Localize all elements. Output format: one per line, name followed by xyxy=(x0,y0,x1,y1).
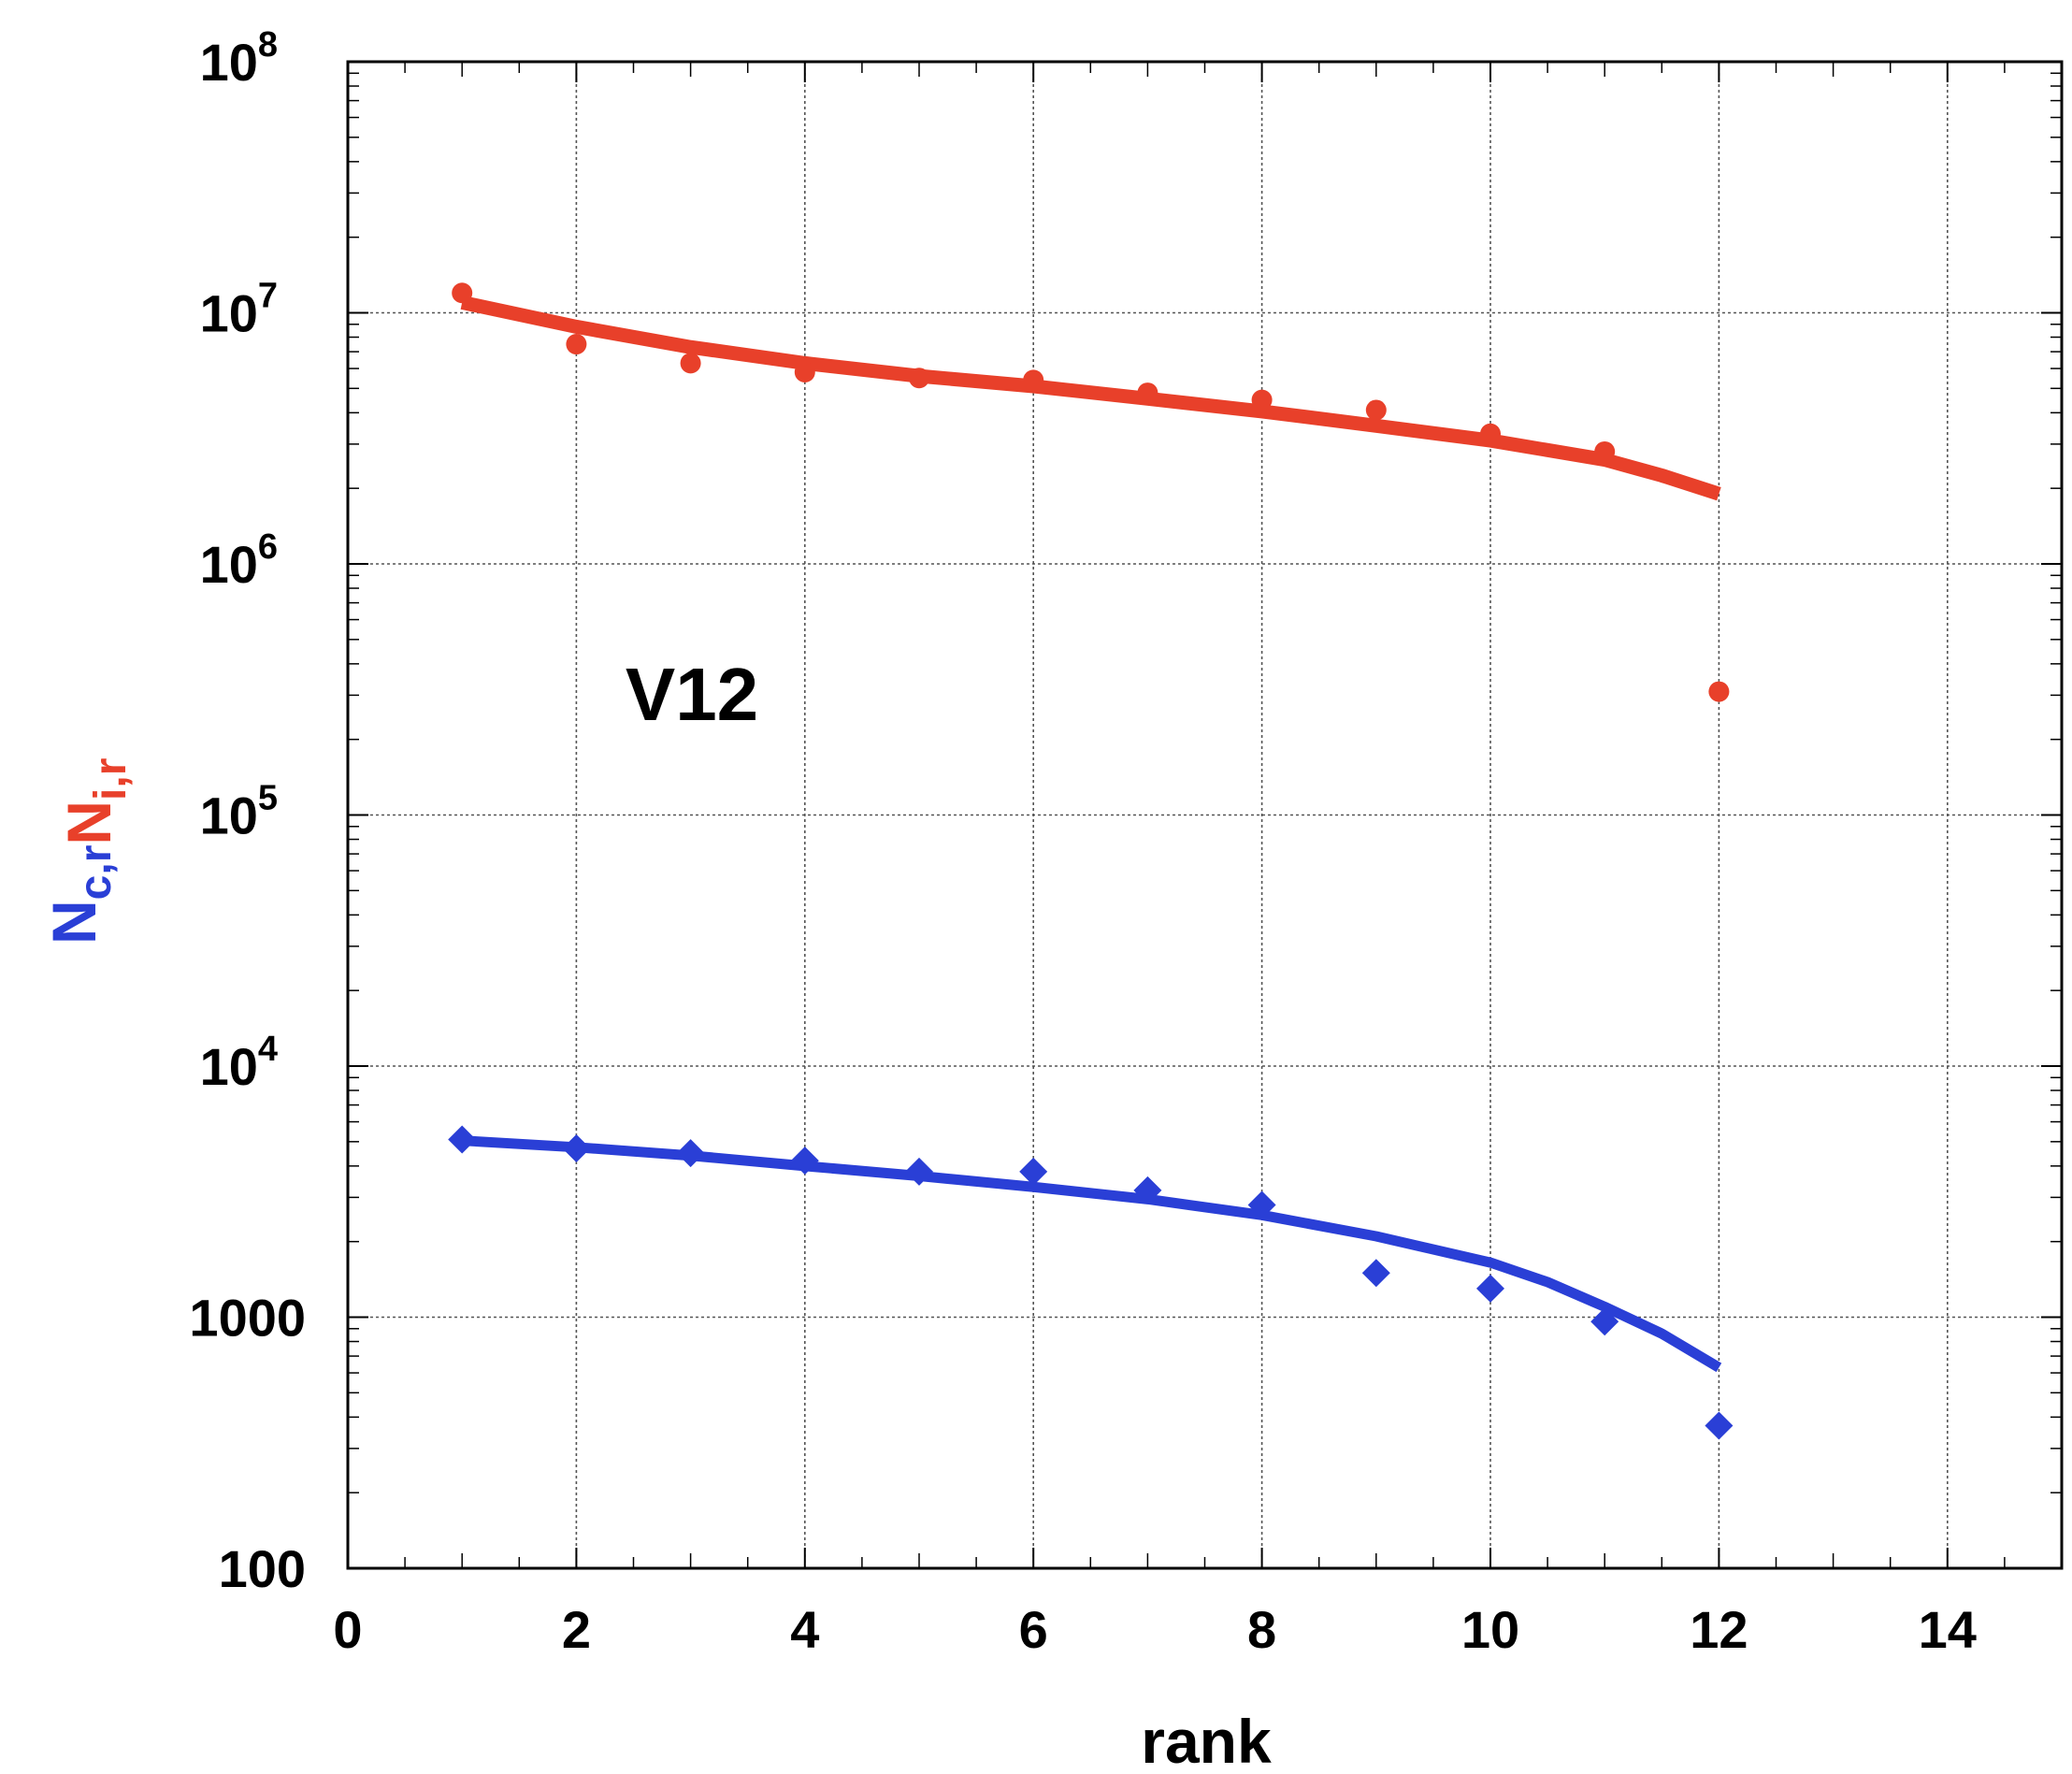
data-point-nc xyxy=(562,1134,591,1163)
data-point-ni xyxy=(1480,423,1501,444)
minor-ticks xyxy=(347,61,2062,1569)
annotation-label: V12 xyxy=(626,653,758,736)
data-point-nc xyxy=(790,1147,819,1175)
x-tick-label: 0 xyxy=(333,1600,362,1659)
y-tick-label-exponent: 6 xyxy=(258,527,278,567)
data-point-nc xyxy=(676,1139,705,1168)
y-tick-label-exponent: 4 xyxy=(258,1030,278,1069)
data-point-ni xyxy=(794,362,815,383)
y-tick-label-base: 10 xyxy=(200,1037,258,1096)
data-point-nc xyxy=(448,1125,477,1154)
y-tick-label: 107 xyxy=(200,277,278,343)
data-point-nc xyxy=(1019,1157,1048,1186)
y-tick-label: 1000 xyxy=(189,1289,306,1348)
y-tick-label-base: 10 xyxy=(200,284,258,343)
x-tick-label: 6 xyxy=(1019,1600,1048,1659)
y-tick-label-exponent: 5 xyxy=(258,779,278,818)
data-point-nc xyxy=(1247,1190,1276,1219)
data-point-ni xyxy=(680,353,701,374)
y-tick-label: 104 xyxy=(200,1030,278,1096)
data-point-nc xyxy=(905,1157,933,1186)
data-point-ni xyxy=(1137,382,1158,404)
data-point-ni xyxy=(909,368,929,389)
grid-lines xyxy=(348,62,2062,1568)
x-tick-labels: 0 2 4 6 8 10 12 14 xyxy=(333,1600,1977,1659)
data-point-nc xyxy=(1705,1411,1734,1440)
y-tick-label: 105 xyxy=(200,779,278,845)
data-point-ni xyxy=(452,282,473,304)
y-axis-title: Nc,rNi,r xyxy=(39,758,136,945)
plot-frame xyxy=(346,60,2064,1570)
fit-curve-ni xyxy=(460,296,1721,501)
y-tick-label: 106 xyxy=(200,527,278,594)
x-tick-label: 2 xyxy=(562,1600,591,1659)
y-axis-title-nc-base: N xyxy=(39,900,108,945)
data-point-ni xyxy=(1023,369,1044,391)
data-point-nc xyxy=(1361,1259,1390,1288)
x-tick-label: 8 xyxy=(1247,1600,1276,1659)
y-axis-title-ni-base: N xyxy=(54,800,123,845)
data-point-ni xyxy=(1251,389,1273,411)
y-axis-title-ni-sub: i,r xyxy=(86,758,136,800)
x-tick-label: 10 xyxy=(1461,1600,1519,1659)
data-point-ni xyxy=(566,334,587,355)
y-tick-label-base: 10 xyxy=(200,535,258,594)
fit-curve-nc xyxy=(461,1135,1722,1373)
x-tick-label: 4 xyxy=(790,1600,819,1659)
data-point-ni xyxy=(1594,440,1616,462)
x-tick-label: 14 xyxy=(1919,1600,1977,1659)
data-point-nc xyxy=(1133,1175,1162,1204)
y-tick-label-exponent: 8 xyxy=(258,25,278,65)
data-point-nc xyxy=(1476,1274,1504,1303)
y-tick-label-base: 10 xyxy=(200,33,258,92)
data-point-ni xyxy=(1365,399,1387,421)
y-tick-label-exponent: 7 xyxy=(258,277,278,316)
data-points xyxy=(448,282,1734,1440)
y-tick-label: 108 xyxy=(200,25,278,92)
y-tick-label: 100 xyxy=(219,1539,306,1598)
x-axis-title: rank xyxy=(1141,1707,1272,1774)
fit-curves xyxy=(460,296,1722,1373)
data-point-nc xyxy=(1590,1307,1619,1336)
y-axis-title-nc-sub: c,r xyxy=(71,845,121,901)
y-tick-label-base: 10 xyxy=(200,786,258,845)
data-point-ni xyxy=(1708,681,1730,702)
x-tick-label: 12 xyxy=(1690,1600,1748,1659)
